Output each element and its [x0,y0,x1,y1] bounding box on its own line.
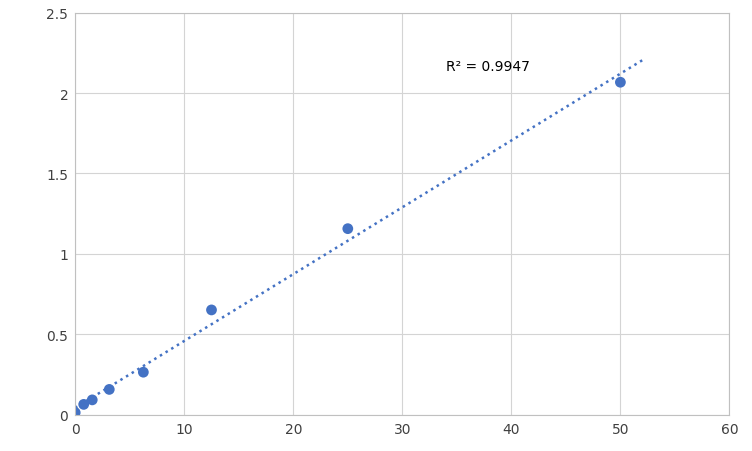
Point [138,369,150,376]
Point [86,396,99,404]
Point [103,386,115,393]
Text: R² = 0.9947: R² = 0.9947 [446,60,530,74]
Point [341,226,353,233]
Point [77,401,89,408]
Point [205,307,217,314]
Point [614,79,626,87]
Point [69,409,81,416]
